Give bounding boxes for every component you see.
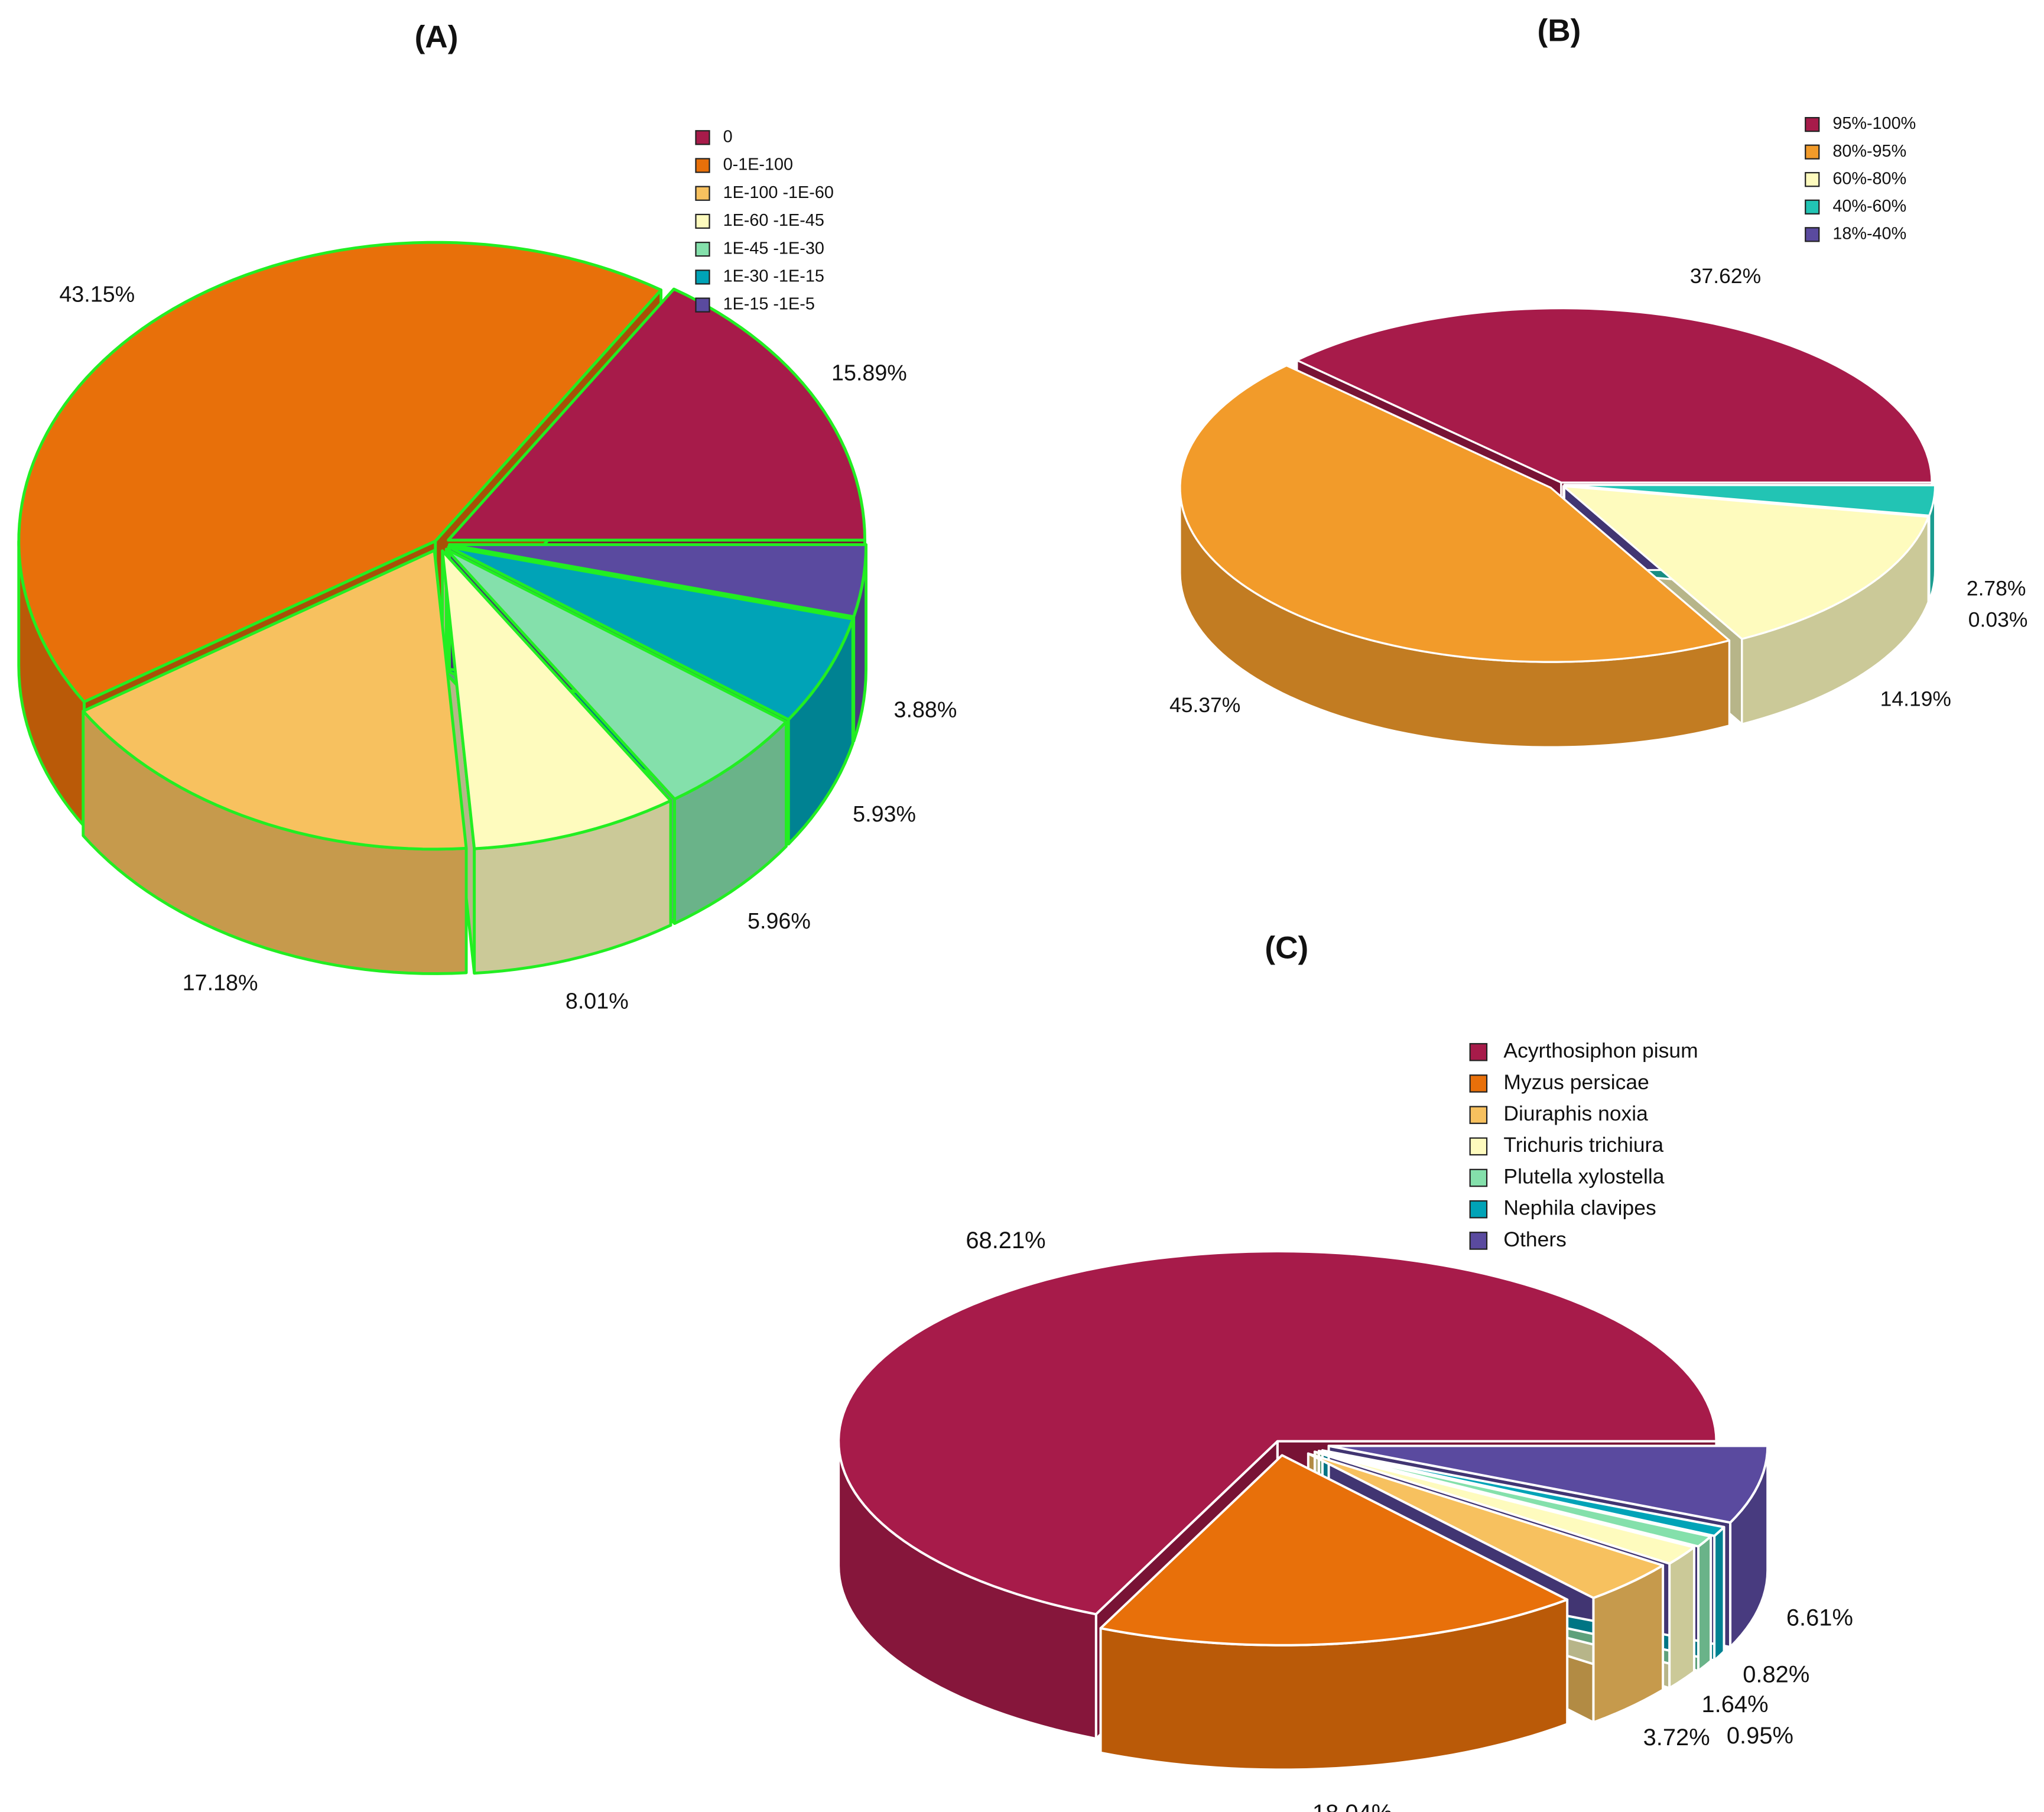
value-label: 6.61% [1786,1605,1853,1631]
legend-label: Trichuris trichiura [1503,1133,1663,1157]
chart-title: (A) [415,20,459,55]
value-label: 3.88% [894,697,957,722]
slice [17,241,662,703]
legend-label: 95%-100% [1832,114,1916,133]
legend-swatch [695,186,710,201]
legend-swatch [1469,1168,1488,1187]
legend-swatch [695,242,710,257]
legend-label: Plutella xylostella [1503,1164,1664,1188]
slice [1562,485,1929,640]
slice [837,1250,1718,1616]
legend-swatch [695,130,710,145]
chart-title: (C) [1265,930,1308,965]
legend-label: Acyrthosiphon pisum [1503,1039,1698,1063]
legend-swatch [695,158,710,173]
legend-label: 1E-15 -1E-5 [723,295,815,314]
value-label: 15.89% [831,361,907,385]
legend-swatch [1805,227,1820,242]
pie-chart: (A) 15.89% 43.15% 17.18% 8.01% 5.96% 5.93% 3.88… [17,20,957,1014]
slice [1327,1444,1769,1524]
legend-label: 60%-80% [1832,169,1906,188]
legend-swatch [1805,144,1820,160]
legend-label: Others [1503,1228,1566,1251]
legend-swatch [1805,172,1820,187]
value-label: 17.18% [183,970,258,995]
pie-layers [837,1250,1769,1771]
legend-label: 1E-45 -1E-30 [723,239,824,258]
legend-swatch [1469,1200,1488,1219]
slice [1179,364,1731,663]
legend-swatch [1469,1043,1488,1061]
slice [1313,1450,1695,1565]
chart-title: (B) [1538,13,1581,48]
slice [444,547,788,801]
value-label: 68.21% [966,1228,1045,1254]
legend-label: 0 [723,127,733,146]
value-label: 8.01% [566,989,629,1014]
pie-chart: (B) 37.62% 45.37% 14.19% 2.78% 0.03% 95%-100% 8… [1169,13,2028,748]
value-label: 37.62% [1690,264,1761,288]
slice [82,548,468,851]
slice [1563,483,1936,517]
value-label: 2.78% [1967,576,2026,600]
legend-label: Nephila clavipes [1503,1196,1656,1220]
legend-swatch [1469,1232,1488,1250]
legend-label: 1E-100 -1E-60 [723,183,834,202]
legend-swatch [1469,1106,1488,1124]
pie-layers [17,241,867,975]
value-label: 0.03% [1968,608,2028,632]
slice-side [1697,1535,1712,1673]
legend-swatch [1469,1074,1488,1093]
legend-label: 80%-95% [1832,142,1906,161]
value-label: 18.04% [1312,1800,1392,1812]
legend-swatch [695,297,710,313]
slice-side [1713,1525,1725,1662]
legend-label: 18%-40% [1832,224,1906,243]
legend-label: 40%-60% [1832,197,1906,216]
slice [448,543,867,619]
legend-label: Myzus persicae [1503,1070,1649,1094]
value-label: 0.82% [1743,1662,1809,1688]
legend-swatch [1469,1137,1488,1156]
legend-swatch [695,213,710,229]
slice [1296,307,1933,484]
slice [447,287,866,542]
pie-layers [1179,307,1936,748]
value-label: 3.72% [1643,1725,1710,1751]
legend-label: Diuraphis noxia [1503,1102,1648,1125]
slice [441,549,672,850]
slice [1099,1454,1569,1647]
value-label: 43.15% [59,282,135,307]
value-label: 5.96% [748,908,811,933]
slice-side [1668,1546,1695,1690]
slice [447,545,854,721]
slice [1307,1452,1665,1599]
legend-swatch [695,269,710,285]
slice [1317,1450,1712,1548]
legend-swatch [1805,199,1820,215]
legend-swatch [1805,116,1820,132]
value-label: 5.93% [853,801,916,826]
value-label: 1.64% [1701,1691,1768,1717]
value-label: 14.19% [1880,687,1951,711]
pie-chart: (C) 68.21% 18.04% 3.72% 1.64% 0.95% 0.82% 6.61%… [837,930,1853,1812]
legend-label: 1E-30 -1E-15 [723,267,824,285]
legend-label: 1E-60 -1E-45 [723,211,824,230]
value-label: 0.95% [1727,1723,1793,1749]
slice [1321,1449,1725,1537]
legend-label: 0-1E-100 [723,155,793,174]
value-label: 45.37% [1169,693,1240,717]
